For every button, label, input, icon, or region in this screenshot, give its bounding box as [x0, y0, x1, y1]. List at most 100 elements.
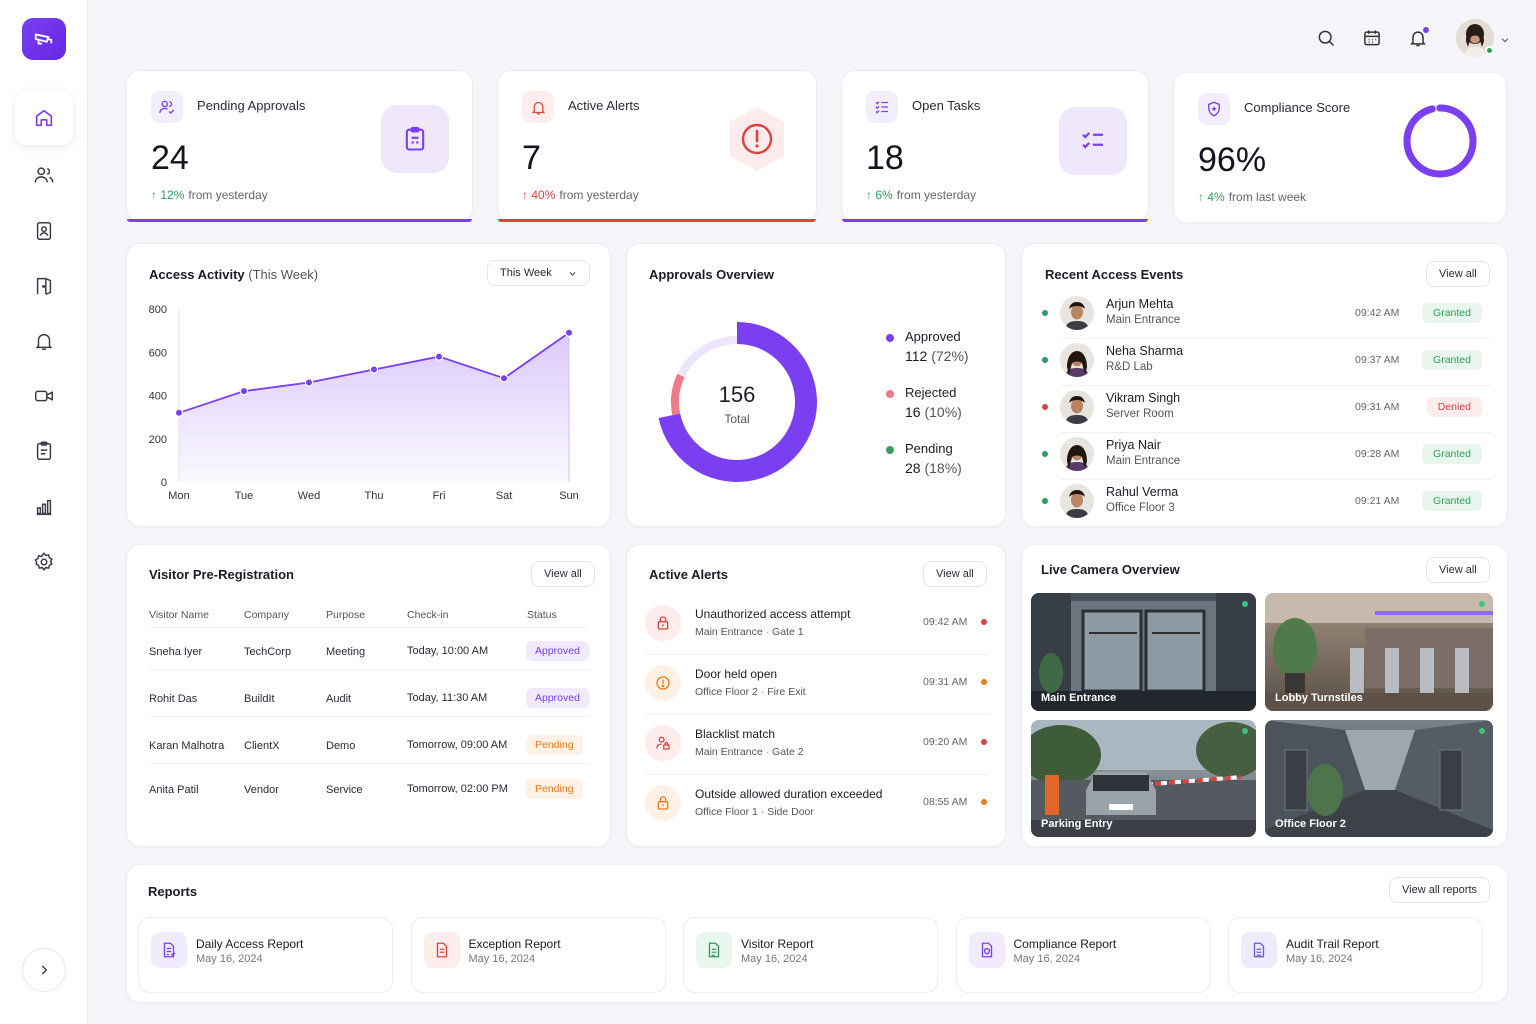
event-row[interactable]: Vikram Singh Server Room 09:31 AM Denied — [1038, 388, 1492, 433]
clipboard-icon — [36, 441, 52, 460]
person-avatar — [1060, 296, 1094, 330]
alert-row[interactable]: Unauthorized access attempt Main Entrance… — [645, 603, 989, 655]
person-location: Office Floor 3 — [1106, 502, 1175, 514]
report-date: May 16, 2024 — [1013, 953, 1081, 965]
event-row[interactable]: Neha Sharma R&D Lab 09:37 AM Granted — [1038, 341, 1492, 386]
nav-reports[interactable] — [15, 480, 73, 534]
table-row[interactable]: Anita Patil Vendor Service Tomorrow, 02:00 … — [127, 779, 612, 803]
alert-time: 08:55 AM — [923, 796, 968, 808]
notifications-button[interactable] — [1408, 27, 1429, 48]
notification-dot — [1423, 27, 1429, 33]
y-tick-label: 600 — [149, 347, 167, 359]
kpi-active-alerts[interactable]: Active Alerts 7 ↑ 40% from yesterday — [497, 70, 817, 222]
shield-star-icon — [1198, 93, 1230, 125]
table-row[interactable]: Karan Malhotra ClientX Demo Tomorrow, 09:00… — [127, 735, 612, 764]
person-avatar — [1060, 390, 1094, 424]
person-name: Neha Sharma — [1106, 344, 1184, 358]
alert-row[interactable]: Blacklist match Main Entrance · Gate 2 09:… — [645, 723, 989, 775]
event-row[interactable]: Arjun Mehta Main Entrance 09:42 AM Granted — [1038, 294, 1492, 339]
nav-id-card[interactable] — [15, 204, 73, 258]
camera-feed-parking-entry[interactable]: Parking Entry — [1031, 720, 1256, 837]
event-row[interactable]: Priya Nair Main Entrance 09:28 AM Granted — [1038, 435, 1492, 480]
active-alerts-title: Active Alerts — [649, 567, 728, 582]
visitor-checkin: Today, 10:00 AM — [407, 645, 489, 657]
alert-time: 09:42 AM — [923, 616, 968, 628]
table-row[interactable]: Sneha Iyer TechCorp Meeting Today, 10:00 AM… — [127, 641, 612, 670]
report-name: Audit Trail Report — [1286, 937, 1379, 951]
user-avatar[interactable] — [1456, 19, 1494, 57]
access-status-badge: Granted — [1422, 491, 1482, 511]
report-item[interactable]: Daily Access Report May 16, 2024 — [138, 917, 393, 993]
visitor-name: Rohit Das — [149, 693, 198, 705]
report-item[interactable]: Exception Report May 16, 2024 — [410, 917, 666, 993]
calendar-button[interactable] — [1362, 28, 1382, 48]
alert-location: Office Floor 2 · Fire Exit — [695, 686, 806, 698]
nav-home[interactable] — [15, 91, 73, 145]
chevron-right-icon — [41, 965, 48, 975]
column-header: Company — [244, 609, 289, 621]
visitor-status-badge: Approved — [526, 641, 589, 661]
live-indicator — [1242, 601, 1248, 607]
row-divider — [645, 774, 989, 775]
nav-alerts[interactable] — [15, 314, 73, 368]
cameras-view-all-button[interactable]: View all — [1426, 557, 1490, 583]
kpi-compliance-score[interactable]: Compliance Score 96% ↑ 4% from last week — [1173, 72, 1507, 223]
event-row[interactable]: Rahul Verma Office Floor 3 09:21 AM Granted — [1038, 482, 1492, 526]
alert-row[interactable]: Door held open Office Floor 2 · Fire Exit… — [645, 663, 989, 715]
live-camera-card: Live Camera Overview View all Main Entra… — [1021, 544, 1508, 847]
kpi-value: 18 — [866, 139, 904, 177]
report-item[interactable]: Compliance Report May 16, 2024 — [955, 917, 1211, 993]
week-filter-select[interactable]: This Week — [487, 260, 590, 286]
x-tick-label: Wed — [298, 490, 320, 502]
table-row[interactable]: Rohit Das BuildIt Audit Today, 11:30 AM Appr… — [127, 688, 612, 717]
collapse-sidebar-button[interactable] — [22, 948, 66, 992]
column-header: Purpose — [326, 609, 366, 621]
person-avatar — [1060, 343, 1094, 377]
camera-feed-office-floor-2[interactable]: Office Floor 2 — [1265, 720, 1493, 837]
camera-feed-main-entrance[interactable]: Main Entrance — [1031, 593, 1256, 711]
person-location: Server Room — [1106, 408, 1174, 420]
report-name: Daily Access Report — [196, 937, 304, 951]
x-tick-label: Sun — [559, 490, 579, 502]
chevron-down-icon — [569, 271, 576, 276]
home-icon — [35, 109, 53, 127]
visitors-view-all-button[interactable]: View all — [531, 561, 595, 587]
nav-doors[interactable] — [15, 259, 73, 313]
arrow-up-icon: ↑ 12% — [151, 188, 185, 202]
data-point — [499, 373, 509, 383]
visitor-title: Visitor Pre-Registration — [149, 567, 294, 582]
report-item[interactable]: Audit Trail Report May 16, 2024 — [1228, 917, 1483, 993]
alerts-view-all-button[interactable]: View all — [923, 561, 987, 587]
kpi-title: Pending Approvals — [197, 98, 306, 113]
camera-feed-lobby-turnstiles[interactable]: Lobby Turnstiles — [1265, 593, 1493, 711]
kpi-accent-bar — [842, 219, 1148, 222]
view-all-reports-button[interactable]: View all reports — [1389, 877, 1490, 903]
x-tick-label: Tue — [235, 490, 254, 502]
kpi-open-tasks[interactable]: Open Tasks 18 ↑ 6% from yesterday — [841, 70, 1149, 222]
live-indicator — [1479, 601, 1485, 607]
events-view-all-button[interactable]: View all — [1426, 261, 1490, 287]
kpi-delta: ↑ 6% from yesterday — [866, 188, 977, 202]
kpi-pending-approvals[interactable]: Pending Approvals 24 ↑ 12% from yesterday — [126, 70, 473, 222]
access-status-badge: Granted — [1422, 444, 1482, 464]
row-divider — [1060, 432, 1492, 433]
x-tick-label: Thu — [365, 490, 384, 502]
nav-settings[interactable] — [15, 535, 73, 589]
alert-octagon-icon — [723, 105, 791, 173]
camera-label: Office Floor 2 — [1275, 818, 1346, 830]
nav-cameras[interactable] — [15, 369, 73, 423]
search-button[interactable] — [1316, 28, 1336, 48]
nav-users[interactable] — [15, 148, 73, 202]
visitor-preregistration-card: Visitor Pre-Registration View all Visito… — [126, 544, 611, 847]
nav-tasks[interactable] — [15, 424, 73, 478]
profile-menu-chevron[interactable] — [1500, 32, 1510, 50]
report-item[interactable]: Visitor Report May 16, 2024 — [683, 917, 938, 993]
alert-row[interactable]: Outside allowed duration exceeded Office … — [645, 783, 989, 835]
alert-title: Blacklist match — [695, 727, 776, 741]
donut-total: 156 — [718, 382, 756, 407]
app-logo[interactable] — [22, 18, 66, 60]
column-header: Status — [527, 609, 557, 621]
legend-dot — [886, 446, 894, 454]
legend-dot — [886, 334, 894, 342]
y-tick-label: 400 — [149, 391, 167, 403]
